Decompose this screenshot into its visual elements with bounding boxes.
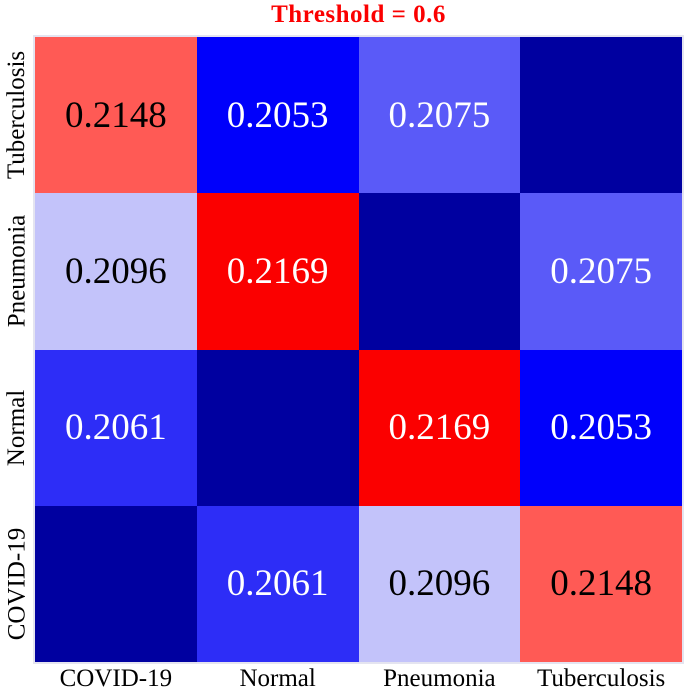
heatmap-cell: 0.2061	[196, 505, 359, 662]
y-axis-slot: Normal	[0, 350, 35, 506]
heatmap-cell	[196, 349, 359, 506]
heatmap-cell	[358, 193, 521, 350]
y-axis-label: Pneumonia	[3, 215, 31, 328]
x-axis-label: Pneumonia	[383, 665, 496, 692]
x-axis-label: Tuberculosis	[536, 665, 666, 692]
y-axis-slot: COVID-19	[0, 506, 35, 662]
y-axis: Tuberculosis Pneumonia Normal COVID-19	[0, 37, 35, 662]
heatmap-cell: 0.2169	[358, 349, 521, 506]
heatmap-cell: 0.2061	[35, 349, 197, 506]
x-axis-label: Normal	[239, 665, 316, 692]
y-axis-slot: Pneumonia	[0, 193, 35, 349]
heatmap-cell: 0.2096	[358, 505, 521, 662]
y-axis-slot: Tuberculosis	[0, 37, 35, 193]
heatmap-cell: 0.2053	[520, 349, 682, 506]
heatmap-cell: 0.2148	[35, 37, 197, 194]
y-axis-label: COVID-19	[3, 527, 31, 641]
x-axis-label: COVID-19	[59, 665, 173, 692]
x-axis: COVID-19 Normal Pneumonia Tuberculosis	[35, 663, 682, 695]
heatmap-cell: 0.2148	[520, 505, 682, 662]
y-axis-label: Tuberculosis	[3, 50, 31, 180]
heatmap-cell	[520, 37, 682, 194]
heatmap-cell: 0.2096	[35, 193, 197, 350]
heatmap-cell: 0.2053	[196, 37, 359, 194]
heatmap-cell: 0.2075	[358, 37, 521, 194]
heatmap-cell	[35, 505, 197, 662]
chart-title: Threshold = 0.6	[271, 1, 446, 28]
heatmap-grid: 0.2148 0.2053 0.2075 0.2096 0.2169 0.2075 0.20…	[33, 35, 684, 664]
heatmap-cell: 0.2169	[196, 193, 359, 350]
y-axis-label: Normal	[3, 389, 31, 466]
heatmap-cell: 0.2075	[520, 193, 682, 350]
